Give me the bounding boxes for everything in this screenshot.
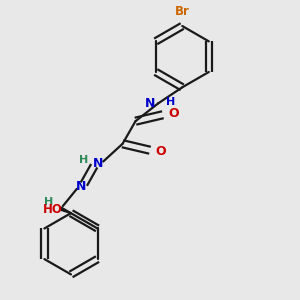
Text: HO: HO xyxy=(43,203,63,216)
Text: H: H xyxy=(80,155,89,165)
Text: N: N xyxy=(145,97,155,110)
Text: N: N xyxy=(93,157,103,169)
Text: N: N xyxy=(76,180,86,193)
Text: Br: Br xyxy=(175,5,190,18)
Text: H: H xyxy=(166,97,176,107)
Text: O: O xyxy=(169,107,179,120)
Text: O: O xyxy=(156,145,167,158)
Text: H: H xyxy=(44,197,53,207)
